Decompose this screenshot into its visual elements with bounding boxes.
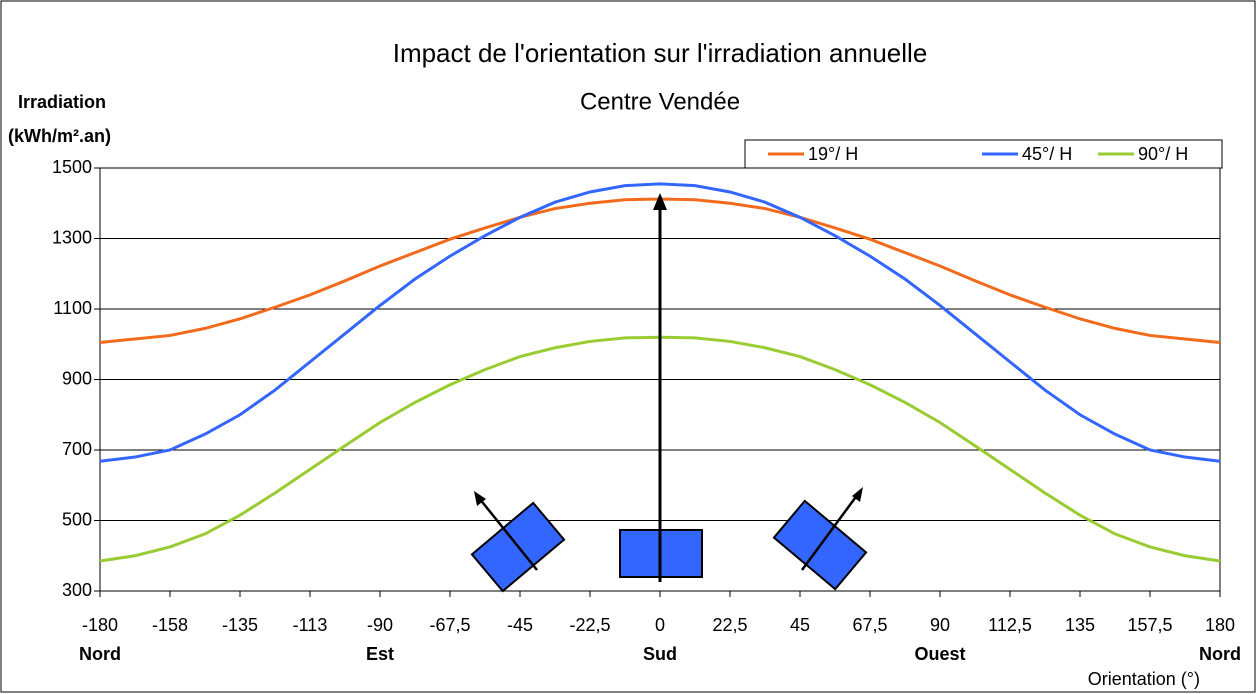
legend-label: 45°/ H: [1022, 144, 1072, 164]
direction-label: Nord: [79, 644, 121, 664]
direction-label: Sud: [643, 644, 677, 664]
x-tick-label: -113: [293, 615, 328, 635]
x-tick-label: -90: [367, 615, 393, 635]
x-tick-label: -67,5: [429, 615, 470, 635]
y-tick-label: 500: [62, 509, 92, 529]
x-tick-label: 157,5: [1127, 615, 1172, 635]
arrow-head: [653, 193, 667, 210]
direction-label: Ouest: [914, 644, 965, 664]
x-tick-label: -45: [507, 615, 533, 635]
x-tick-label: 0: [655, 615, 665, 635]
arrow-head: [474, 491, 486, 506]
direction-label: Est: [366, 644, 394, 664]
x-tick-label: -22,5: [569, 615, 610, 635]
panels: [470, 193, 868, 593]
y-tick-label: 300: [62, 580, 92, 600]
x-tick-label: 67,5: [852, 615, 887, 635]
y-tick-label: 1100: [53, 298, 92, 318]
y-tick-label: 700: [62, 439, 92, 459]
legend-label: 19°/ H: [808, 144, 858, 164]
x-tick-label: -135: [222, 615, 258, 635]
y-tick-label: 1300: [52, 227, 92, 247]
arrow: [478, 497, 538, 571]
x-tick-label: -158: [152, 615, 188, 635]
x-tick-label: 135: [1065, 615, 1095, 635]
x-tick-label: 90: [930, 615, 950, 635]
chart-subtitle: Centre Vendée: [580, 88, 740, 115]
x-tick-label: -180: [82, 615, 118, 635]
y-tick-label: 1500: [52, 157, 92, 177]
legend: 19°/ H 45°/ H 90°/ H: [744, 139, 1223, 169]
arrow-head: [852, 487, 863, 502]
x-tick-label: 112,5: [988, 615, 1032, 635]
x-axis-label: Orientation (°): [1088, 669, 1200, 689]
x-tick-label: 22,5: [712, 615, 747, 635]
y-axis-label: Irradiation: [18, 92, 106, 112]
x-tick-label: 45: [790, 615, 810, 635]
chart-title: Impact de l'orientation sur l'irradiatio…: [393, 38, 928, 68]
y-axis-label: (kWh/m².an): [8, 126, 111, 146]
legend-label: 90°/ H: [1138, 144, 1188, 164]
series-line: [99, 182, 1221, 463]
direction-label: Nord: [1199, 644, 1241, 664]
y-tick-label: 900: [62, 368, 92, 388]
arrow: [800, 493, 860, 571]
x-tick-label: 180: [1205, 615, 1235, 635]
